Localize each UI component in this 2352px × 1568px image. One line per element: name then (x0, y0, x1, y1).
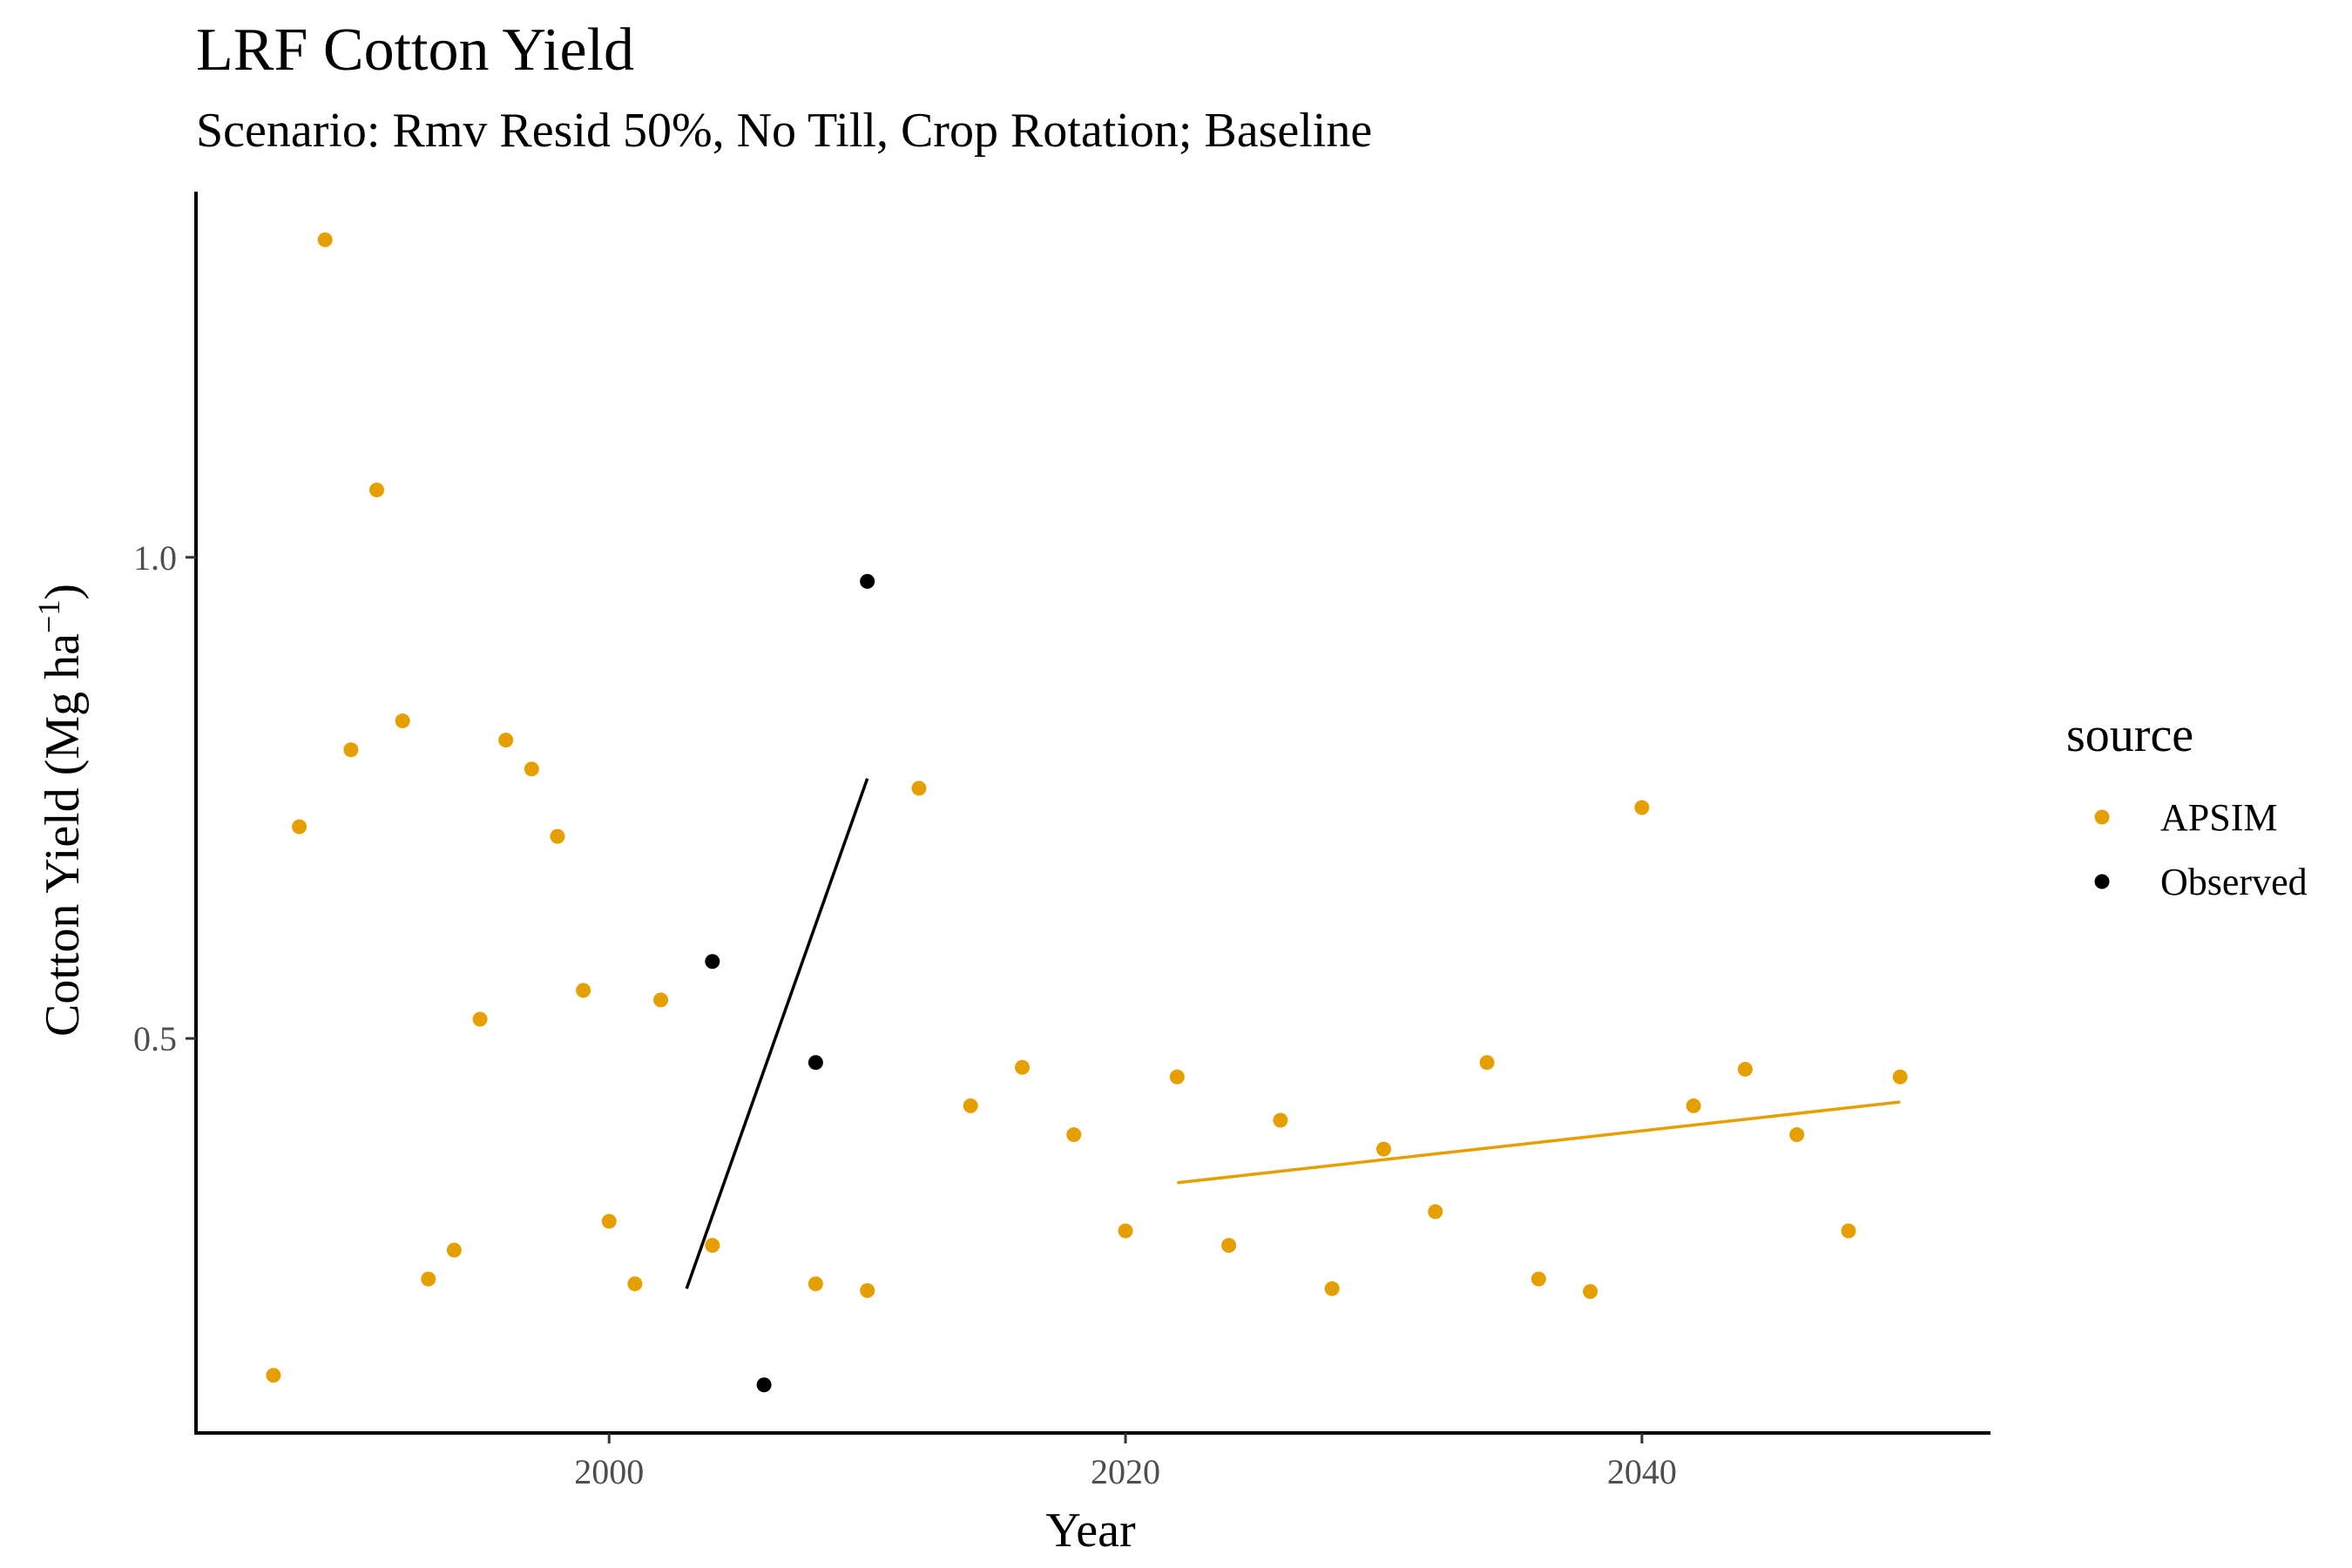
data-point-apsim (808, 1276, 823, 1292)
legend-title: source (2066, 708, 2193, 762)
data-point-apsim (1892, 1069, 1908, 1085)
data-point-apsim (524, 761, 539, 777)
y-axis-ticks: 0.5 1.0 (133, 538, 196, 1058)
legend: source APSIM Observed (2066, 708, 2308, 903)
data-point-observed (756, 1377, 772, 1393)
data-point-apsim (1428, 1204, 1443, 1220)
data-point-apsim (705, 1238, 720, 1254)
data-point-apsim (1375, 1141, 1391, 1157)
y-axis-title-close: ) (36, 584, 90, 600)
data-point-apsim (395, 713, 410, 729)
chart-title: LRF Cotton Yield (196, 17, 635, 84)
trend-lines (685, 778, 1901, 1289)
trend-line-observed (685, 778, 869, 1289)
y-axis-title: Cotton Yield (Mg ha−1) (31, 584, 90, 1037)
data-point-apsim (1221, 1238, 1237, 1254)
data-point-apsim (1841, 1223, 1856, 1239)
y-tick-label: 1.0 (133, 538, 177, 578)
data-point-apsim (911, 781, 927, 796)
data-point-apsim (472, 1011, 488, 1027)
data-point-apsim (421, 1271, 436, 1287)
data-point-apsim (266, 1368, 281, 1383)
data-point-apsim (627, 1276, 643, 1292)
data-point-apsim (1583, 1284, 1598, 1300)
x-tick-label: 2000 (574, 1452, 644, 1491)
legend-label-observed: Observed (2160, 861, 2308, 903)
data-point-observed (808, 1055, 823, 1071)
y-tick-label: 0.5 (133, 1019, 177, 1058)
data-point-apsim (1273, 1112, 1288, 1128)
data-point-apsim (498, 733, 514, 748)
chart-subtitle: Scenario: Rmv Resid 50%, No Till, Crop R… (196, 104, 1373, 158)
legend-key-apsim (2094, 809, 2110, 825)
data-point-observed (860, 573, 875, 589)
legend-key-observed (2094, 874, 2110, 889)
data-point-apsim (1686, 1098, 1701, 1113)
data-point-apsim (1014, 1059, 1030, 1075)
data-point-apsim (653, 992, 669, 1008)
data-point-apsim (963, 1098, 978, 1113)
x-tick-label: 2020 (1091, 1452, 1160, 1491)
x-tick-label: 2040 (1607, 1452, 1677, 1491)
data-point-apsim (1479, 1055, 1495, 1071)
data-point-apsim (317, 232, 333, 247)
data-point-apsim (1324, 1281, 1340, 1296)
data-point-apsim (292, 819, 308, 835)
data-point-apsim (1634, 800, 1650, 815)
trend-line-apsim (1177, 1100, 1901, 1185)
data-point-apsim (446, 1242, 462, 1258)
data-point-apsim (1531, 1271, 1546, 1287)
data-point-apsim (550, 828, 565, 844)
data-point-apsim (860, 1283, 875, 1299)
data-point-apsim (343, 742, 359, 758)
data-points (266, 232, 1908, 1393)
data-point-apsim (1169, 1069, 1185, 1085)
y-axis-title-superscript: −1 (31, 600, 66, 633)
data-point-apsim (1737, 1061, 1753, 1077)
legend-label-apsim: APSIM (2160, 796, 2278, 839)
data-point-apsim (368, 482, 384, 497)
y-axis-title-main: Cotton Yield (Mg ha (36, 633, 90, 1037)
x-axis-ticks: 2000 2020 2040 (574, 1433, 1677, 1491)
data-point-observed (705, 954, 720, 970)
data-point-apsim (601, 1213, 617, 1229)
data-point-apsim (1118, 1223, 1133, 1239)
data-point-apsim (576, 983, 591, 998)
x-axis-title: Year (1045, 1504, 1136, 1558)
data-point-apsim (1789, 1127, 1805, 1143)
data-point-apsim (1066, 1127, 1082, 1143)
